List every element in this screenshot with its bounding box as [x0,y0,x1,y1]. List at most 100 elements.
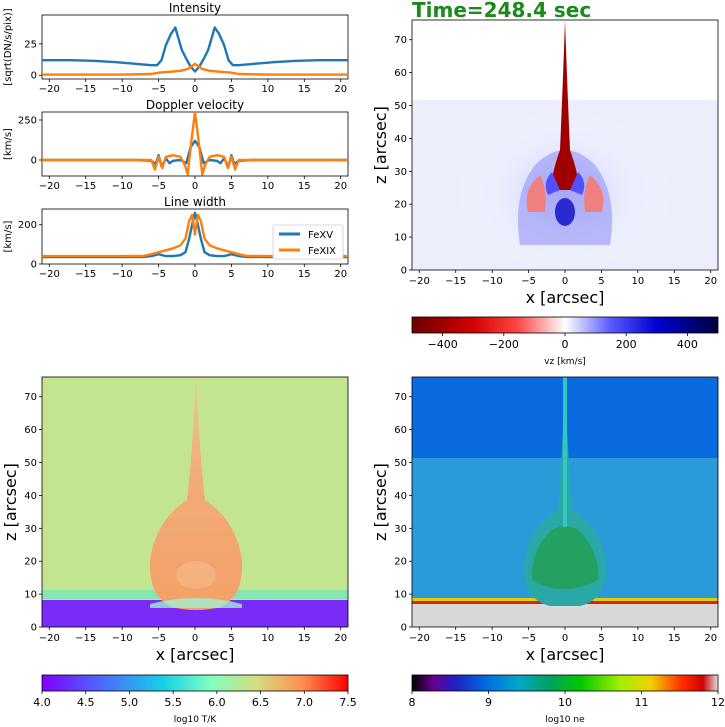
linewidth-title: Line width [164,195,226,209]
vz-zlabel: z [arcsec] [371,106,390,184]
vz-ztick-label: 40 [394,134,407,145]
ne-cb-tick-label: 11 [635,696,649,709]
vz-ztick-label: 60 [394,68,407,79]
ne-photosphere [412,604,718,627]
temp-ztick-label: 60 [24,425,37,436]
vz-xlabel: x [arcsec] [526,288,605,307]
vz-axes: −20 −15 −10 −5 0 5 10 15 20 0 10 20 30 40 50 60 70 x [arc… [371,35,717,307]
doppler-xtick-label: 5 [228,181,234,192]
temp-cb-tick-label: 7.0 [296,696,314,709]
vz-cb-tick-label: 0 [562,338,569,351]
vz-blob [517,150,613,245]
ne-ztick-label: 30 [394,524,407,535]
temp-xtick-label: 15 [298,633,311,644]
intensity-xtick-label: 15 [298,84,311,95]
doppler-xtick-label: −15 [75,181,96,192]
doppler-ytick-label: 250 [18,116,37,127]
vz-xtick-label: −20 [409,276,430,287]
legend-fexix-label: FeXIX [308,246,336,257]
ne-axes: −20 −15 −10 −5 0 5 10 15 20 0 10 20 30 40 50 60 70 x [arc… [371,392,717,664]
ne-ztick-label: 40 [394,491,407,502]
ne-ztick-label: 70 [394,392,407,403]
linewidth-ytick-label: 0 [31,260,37,271]
ne-ztick-label: 20 [394,557,407,568]
doppler-xtick-label: −10 [112,181,133,192]
vz-colorbar: −400 −200 0 200 400 vz [km/s] [411,316,719,367]
ne-cb-tick-label: 9 [485,696,492,709]
temp-cb-tick-label: 5.5 [164,696,182,709]
intensity-xtick-label: −5 [151,84,166,95]
doppler-xtick-label: −20 [39,181,60,192]
linewidth-series-fexv [42,211,348,259]
vz-xtick-label: −5 [521,276,536,287]
vz-jet [551,20,579,190]
ne-cb-tick-label: 10 [558,696,572,709]
intensity-ytick-label: 25 [24,39,37,50]
temperature-map: −20 −15 −10 −5 0 5 10 15 20 0 10 20 30 40 50 60 70 x [arc… [1,376,349,664]
ne-xtick-label: 5 [598,633,604,644]
vz-xtick-label: 0 [562,276,568,287]
vz-colorbar-label: vz [km/s] [544,357,586,367]
doppler-series-fexix [42,110,348,176]
ne-xlabel: x [arcsec] [526,645,605,664]
intensity-xtick-label: −15 [75,84,96,95]
vz-right-red [584,175,604,212]
line-panels: Intensity−20 −15 −10 −5 0 5 10 15 20025[sqrt(DN/… [3,1,349,280]
temp-xtick-label: −10 [112,633,133,644]
ne-cb-tick-label: 12 [711,696,725,709]
temp-xtick-label: −15 [75,633,96,644]
temp-xlabel: x [arcsec] [156,645,235,664]
temp-plume [149,377,243,610]
temp-colorbar-ticks: 4.0 4.5 5.0 5.5 6.0 6.5 7.0 7.5 [33,691,357,709]
doppler-ylabel: [km/s] [3,128,14,160]
vz-ztick-label: 0 [401,266,407,277]
vz-cb-tick-label: 400 [677,338,698,351]
temp-xtick-label: 5 [228,633,234,644]
intensity-xtick-label: 0 [192,84,198,95]
temp-ztick-label: 10 [24,590,37,601]
ne-ztick-label: 60 [394,425,407,436]
ne-ztick-label: 10 [394,590,407,601]
ne-jet [563,377,567,527]
vz-left-blue [545,172,560,195]
doppler-xtick-label: 0 [192,181,198,192]
temp-xtick-label: −20 [39,633,60,644]
linewidth-series-fexix [42,213,348,258]
ne-xtick-label: −20 [409,633,430,644]
ne-xtick-label: 20 [704,633,717,644]
vz-cb-tick-label: 200 [616,338,637,351]
ne-xtick-label: −5 [521,633,536,644]
temp-ztick-label: 50 [24,458,37,469]
vz-colorbar-ticks: −400 −200 0 200 400 [427,333,698,351]
ne-xtick-label: −10 [482,633,503,644]
ne-xtick-label: −15 [445,633,466,644]
linewidth-xtick-label: 15 [298,269,311,280]
linewidth-xtick-label: −5 [151,269,166,280]
doppler-xtick-label: −5 [151,181,166,192]
ne-colorbar-bar [411,674,719,692]
temp-cb-tick-label: 5.0 [121,696,139,709]
ne-colorbar: 8 9 10 11 12 log10 ne [409,674,725,725]
vz-left-red [526,175,546,212]
linewidth-xtick-label: 10 [261,269,274,280]
temp-ztick-label: 70 [24,392,37,403]
vz-ztick-label: 10 [394,233,407,244]
temp-colorbar-bar [41,674,349,692]
vz-map: −20 −15 −10 −5 0 5 10 15 20 0 10 20 30 40 50 60 70 x [arc… [371,19,719,307]
intensity-xtick-label: −10 [112,84,133,95]
vz-right-blue [570,172,585,195]
intensity-xtick-label: −20 [39,84,60,95]
linewidth-xtick-label: −10 [112,269,133,280]
temp-zlabel: z [arcsec] [1,463,20,541]
ne-colorbar-label: log10 ne [545,715,585,725]
doppler-xtick-label: 15 [298,181,311,192]
linewidth-xtick-label: 5 [228,269,234,280]
linewidth-xtick-label: −15 [75,269,96,280]
intensity-ylabel: [sqrt(DN/s/pix)] [3,8,14,85]
intensity-panel: Intensity −20 −15 −10 −5 0 5 10 15 20 0 25 [sqrt(DN/… [3,1,349,95]
intensity-xtick-label: 20 [334,84,347,95]
temp-core [176,561,216,589]
vz-xtick-label: 10 [631,276,644,287]
